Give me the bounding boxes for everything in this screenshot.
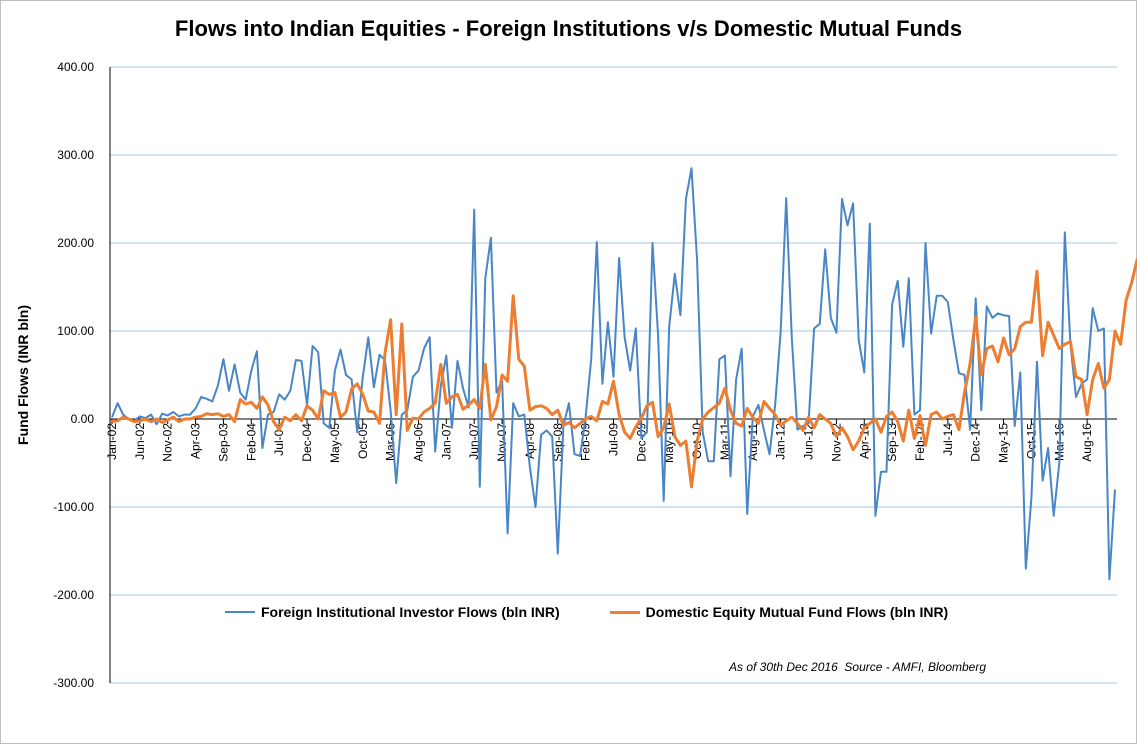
x-tick-label: Jun-02 — [133, 423, 147, 460]
x-tick-label: Nov-02 — [161, 423, 175, 462]
legend-label-fii: Foreign Institutional Investor Flows (bl… — [261, 604, 560, 620]
x-tick-label: Jan-02 — [105, 423, 119, 460]
x-tick-label: Feb-09 — [579, 423, 593, 461]
x-tick-label: Dec-04 — [300, 423, 314, 462]
chart-title: Flows into Indian Equities - Foreign Ins… — [174, 16, 963, 41]
series-line-dmf — [111, 258, 1137, 489]
y-tick-label: -100.00 — [53, 500, 94, 514]
x-tick-label: Dec-14 — [969, 423, 983, 462]
legend-swatch-fii — [225, 611, 255, 613]
x-tick-label: Nov-07 — [495, 423, 509, 462]
x-tick-label: Jul-14 — [941, 423, 955, 456]
x-tick-label: Jul-04 — [272, 423, 286, 456]
x-tick-label: Jan-12 — [774, 423, 788, 460]
y-tick-label: 400.00 — [57, 60, 94, 74]
x-tick-label: May-15 — [997, 423, 1011, 463]
legend-swatch-dmf — [609, 610, 640, 614]
series-line-fii — [111, 167, 1116, 581]
x-tick-label: Aug-06 — [411, 423, 425, 462]
legend-label-dmf: Domestic Equity Mutual Fund Flows (bln I… — [645, 604, 949, 620]
x-tick-label: Dec-09 — [634, 423, 648, 462]
y-tick-label: 0.00 — [71, 412, 95, 426]
x-tick-label: Oct-15 — [1024, 423, 1038, 459]
x-tick-label: May-05 — [328, 423, 342, 463]
y-tick-label: 300.00 — [57, 148, 94, 162]
x-tick-label: Jan-07 — [439, 423, 453, 460]
y-tick-label: 100.00 — [57, 324, 94, 338]
source-note: As of 30th Dec 2016 Source - AMFI, Bloom… — [729, 660, 987, 674]
chart-legend: Foreign Institutional Investor Flows (bl… — [225, 604, 998, 620]
x-tick-label: Jun-12 — [802, 423, 816, 460]
x-tick-label: Mar-06 — [384, 423, 398, 461]
x-tick-label: Aug-11 — [746, 423, 760, 461]
legend-item-fii: Foreign Institutional Investor Flows (bl… — [225, 604, 560, 620]
x-tick-label: Apr-13 — [857, 423, 871, 459]
x-tick-label: Apr-03 — [189, 423, 203, 459]
legend-item-dmf: Domestic Equity Mutual Fund Flows (bln I… — [609, 604, 949, 620]
y-tick-label: 200.00 — [57, 236, 94, 250]
y-tick-label: -200.00 — [53, 588, 94, 602]
x-tick-label: Oct-05 — [356, 423, 370, 459]
x-tick-label: Feb-04 — [244, 423, 258, 461]
y-tick-label: -300.00 — [53, 676, 94, 690]
x-tick-label: Sep-03 — [216, 423, 230, 462]
x-tick-label: Aug-16 — [1080, 423, 1094, 462]
x-tick-label: Jul-09 — [607, 423, 621, 456]
